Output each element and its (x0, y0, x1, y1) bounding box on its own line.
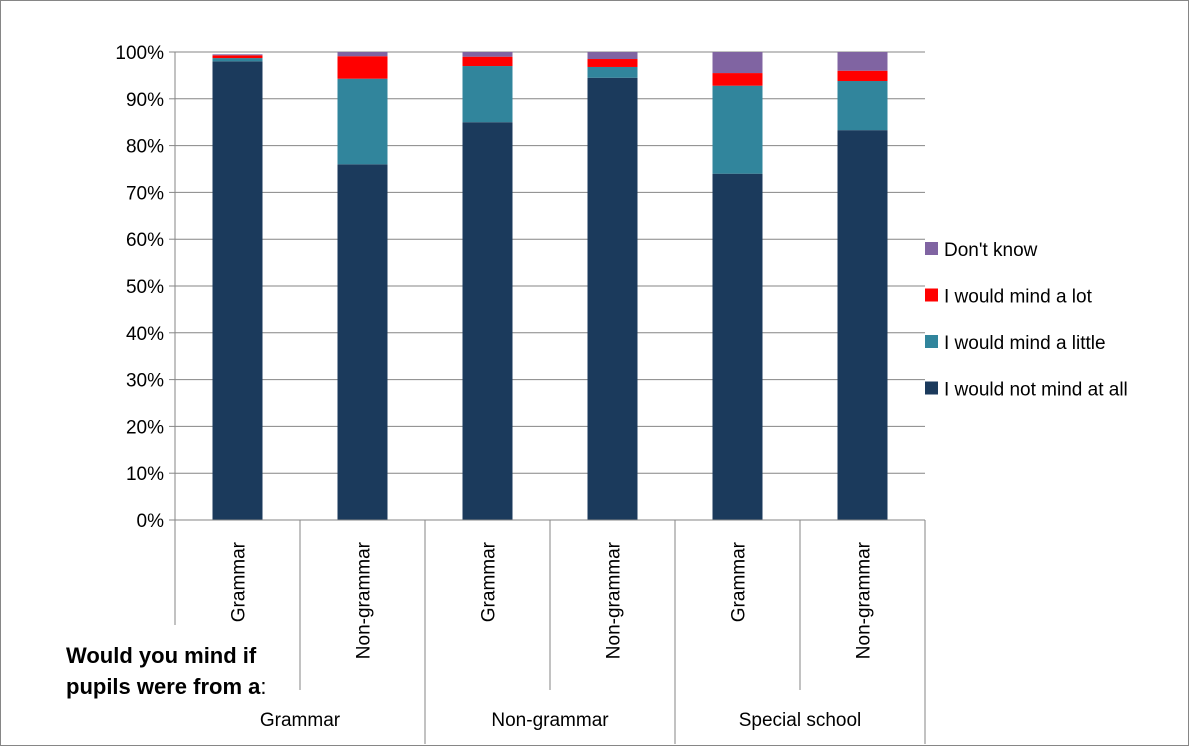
y-tick-label: 90% (126, 90, 164, 111)
bar-segment (837, 52, 888, 71)
legend-swatch (925, 381, 938, 395)
bar-segment (462, 66, 513, 123)
gridlines (175, 51, 925, 474)
legend-item: Don't know (925, 240, 1038, 261)
bar-segment (587, 59, 638, 67)
bar-segment (587, 52, 638, 60)
bar-segment (212, 58, 263, 62)
x-category-labels: Grammar Non-grammar Grammar Non-grammar Gram… (229, 541, 875, 659)
y-tick-label: 10% (126, 464, 164, 485)
y-tick-label: 80% (126, 137, 164, 158)
bar-segment (212, 61, 263, 521)
x-category-label: Non-grammar (604, 541, 625, 659)
x-category-label: Non-grammar (854, 541, 875, 659)
bar-segment (712, 85, 763, 174)
bar-segment (337, 52, 388, 57)
x-group-label: Grammar (260, 710, 341, 731)
axis-question-colon: : (260, 674, 267, 699)
y-tick-label: 100% (115, 43, 164, 64)
bar-segment (212, 55, 263, 59)
bar-segment (462, 56, 513, 67)
axes (169, 51, 926, 744)
axis-question-bold: Would you mind if pupils were from a (66, 643, 261, 699)
y-tick-label: 50% (126, 277, 164, 298)
bar-segment (462, 122, 513, 520)
y-tick-label: 70% (126, 183, 164, 204)
legend-label: Don't know (944, 240, 1038, 261)
bar-segment (837, 81, 888, 131)
bar-segment (587, 77, 638, 521)
bars (212, 52, 888, 521)
bar-segment (837, 130, 888, 520)
legend-swatch (925, 288, 938, 302)
x-group-labels: Grammar Non-grammar Special school (260, 710, 861, 731)
y-tick-label: 30% (126, 371, 164, 392)
bar-segment (712, 73, 763, 86)
y-tick-label: 40% (126, 324, 164, 345)
legend-swatch (925, 335, 938, 348)
axis-question-label: Would you mind if pupils were from a: (66, 640, 306, 702)
bar-segment (837, 70, 888, 82)
bar-segment (587, 66, 638, 78)
bar-segment (712, 173, 763, 520)
bar-segment (212, 54, 263, 56)
x-category-label: Grammar (479, 541, 500, 622)
legend-item: I would mind a lot (925, 287, 1093, 308)
legend-item: I would not mind at all (925, 380, 1128, 401)
x-group-label: Special school (739, 710, 862, 731)
legend-label: I would not mind at all (944, 380, 1128, 401)
bar-segment (712, 52, 763, 74)
legend-item: I would mind a little (925, 333, 1106, 354)
legend-label: I would mind a little (944, 333, 1106, 354)
legend-swatch (925, 242, 938, 255)
legend-label: I would mind a lot (944, 287, 1093, 308)
bar-segment (337, 164, 388, 520)
y-tick-label: 20% (126, 417, 164, 438)
y-tick-labels: 0% 10% 20% 30% 40% 50% 60% 70% 80% 90% 100% (115, 43, 164, 532)
x-category-label: Non-grammar (354, 541, 375, 659)
bar-segment (337, 78, 388, 165)
y-tick-label: 0% (137, 511, 165, 532)
y-tick-label: 60% (126, 230, 164, 251)
x-category-label: Grammar (229, 541, 250, 622)
x-group-label: Non-grammar (491, 710, 609, 731)
bar-segment (462, 52, 513, 57)
x-category-label: Grammar (729, 541, 750, 622)
legend: Don't know I would mind a lot I would mind… (925, 240, 1128, 401)
bar-segment (337, 56, 388, 79)
